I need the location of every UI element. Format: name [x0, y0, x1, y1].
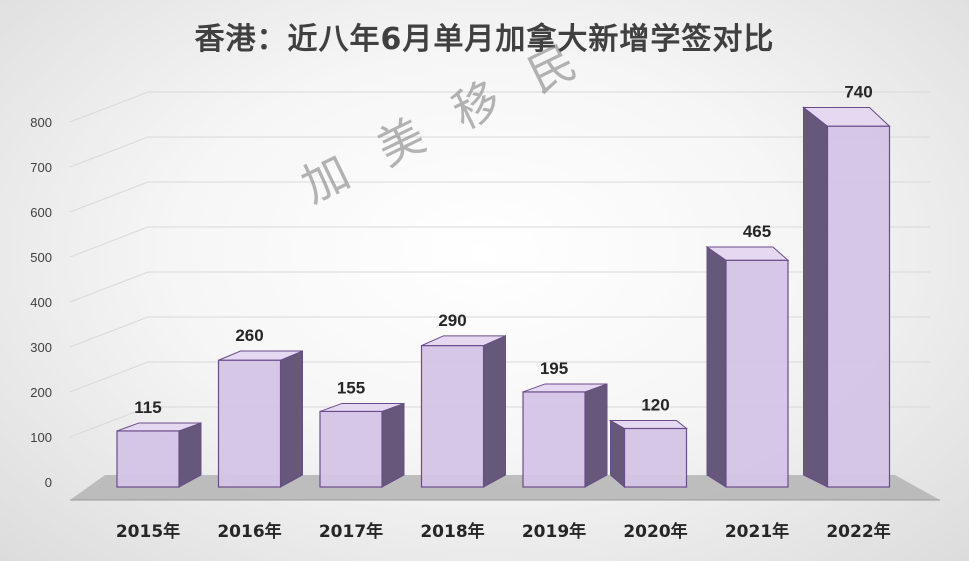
bar — [802, 106, 891, 488]
x-tick-label: 2019年 — [522, 521, 586, 542]
bar-value-label: 155 — [337, 378, 365, 397]
bar — [217, 350, 303, 488]
bar-front-face — [217, 359, 282, 488]
bar-side-face — [610, 419, 625, 489]
bar-value-label: 260 — [235, 326, 263, 345]
bar — [420, 335, 506, 488]
bar-top-face — [608, 420, 688, 429]
gridlines — [69, 91, 930, 438]
gridline — [69, 136, 930, 168]
bar-front-face — [725, 259, 789, 488]
bar-value-label: 465 — [743, 222, 771, 241]
gridline — [69, 91, 930, 123]
gridline — [69, 316, 930, 348]
bar-side-face — [381, 402, 405, 488]
x-tick-label: 2020年 — [623, 521, 687, 542]
bar-value-label: 195 — [540, 359, 568, 378]
gridline — [69, 181, 930, 213]
gridline — [69, 361, 930, 393]
y-tick-label: 200 — [30, 385, 52, 400]
x-tick-label: 2016年 — [217, 521, 281, 542]
bar-side-face — [803, 106, 828, 488]
bar-front-face — [623, 427, 688, 488]
bar-front-face — [420, 345, 485, 488]
y-tick-label: 800 — [30, 115, 52, 130]
gridline — [69, 226, 930, 258]
floor-plane — [70, 475, 940, 500]
x-tick-label: 2017年 — [319, 521, 383, 542]
bar-side-face — [584, 383, 608, 488]
data-labels: 115 260 155 290 195 120 465 740 — [134, 82, 872, 416]
bar — [608, 419, 688, 489]
bar-side-face — [706, 246, 727, 488]
bar-front-face — [116, 430, 180, 488]
chart-title: 香港：近八年6月单月加拿大新增学签对比 — [194, 22, 775, 57]
bar-value-label: 120 — [641, 396, 669, 415]
x-tick-label: 2022年 — [826, 521, 890, 542]
gridline — [69, 271, 930, 303]
gridline — [69, 406, 930, 438]
bar-value-label: 740 — [844, 82, 872, 101]
bars — [116, 106, 891, 489]
bar-value-label: 115 — [134, 398, 161, 417]
y-tick-label: 700 — [30, 160, 52, 175]
bar-side-face — [483, 335, 506, 488]
x-tick-label: 2021年 — [725, 521, 789, 542]
x-tick-label: 2018年 — [420, 521, 484, 542]
y-axis-ticks: 0 100 200 300 400 500 600 700 800 — [30, 115, 52, 490]
bar-side-face — [280, 350, 303, 488]
bar — [319, 402, 405, 488]
x-tick-label: 2015年 — [116, 521, 180, 542]
bar-front-face — [319, 410, 383, 488]
x-axis-ticks: 2015年 2016年 2017年 2018年 2019年 2020年 2021年 2022年 — [116, 521, 891, 542]
bar — [522, 383, 608, 488]
y-tick-label: 0 — [45, 475, 52, 490]
y-tick-label: 600 — [30, 205, 52, 220]
bar — [116, 422, 202, 488]
chart-floor — [70, 475, 940, 501]
bar-front-face — [522, 391, 586, 488]
bar — [705, 246, 790, 488]
y-tick-label: 300 — [30, 340, 52, 355]
y-tick-label: 400 — [30, 295, 52, 310]
y-tick-label: 100 — [30, 430, 52, 445]
y-tick-label: 500 — [30, 250, 52, 265]
bar-front-face — [826, 125, 891, 488]
bar-value-label: 290 — [438, 311, 466, 330]
